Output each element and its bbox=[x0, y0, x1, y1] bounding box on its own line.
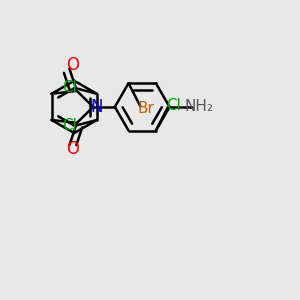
Text: Cl: Cl bbox=[62, 118, 77, 134]
Text: O: O bbox=[66, 56, 79, 74]
Text: Br: Br bbox=[137, 101, 154, 116]
Text: Cl: Cl bbox=[166, 98, 181, 112]
Text: Cl: Cl bbox=[62, 80, 77, 95]
Text: NH₂: NH₂ bbox=[185, 99, 214, 114]
Text: N: N bbox=[90, 98, 102, 116]
Text: O: O bbox=[66, 140, 79, 158]
